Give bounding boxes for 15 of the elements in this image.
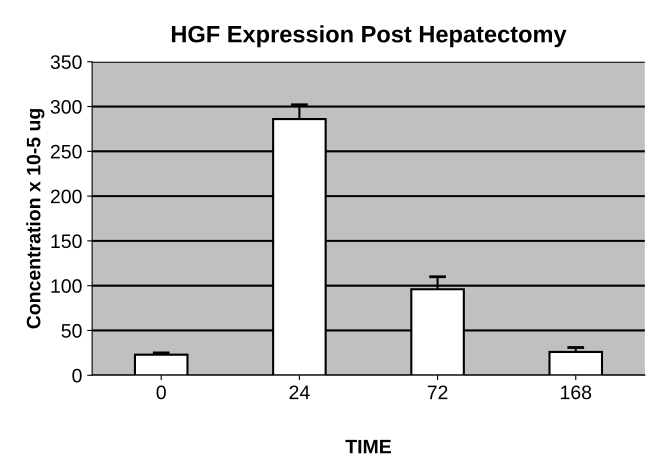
- x-axis-title: TIME: [345, 440, 391, 454]
- x-tick-label: 0: [156, 385, 166, 400]
- y-axis-title: Concentration x 10-5 ug: [26, 109, 44, 328]
- x-tick-label: 72: [428, 385, 448, 400]
- y-tick-label: 250: [50, 144, 82, 159]
- y-tick-label: 350: [50, 55, 82, 69]
- y-tick-label: 50: [62, 324, 82, 338]
- chart-title: HGF Expression Post Hepatectomy: [172, 25, 566, 48]
- x-tick-label: 24: [290, 385, 310, 400]
- y-tick-label: 0: [72, 368, 82, 382]
- x-tick-label: 168: [561, 385, 592, 400]
- y-tick-label: 150: [51, 234, 82, 248]
- y-tick-label: 300: [50, 100, 82, 114]
- y-tick-label: 100: [51, 279, 82, 293]
- y-tick-label: 200: [50, 190, 82, 204]
